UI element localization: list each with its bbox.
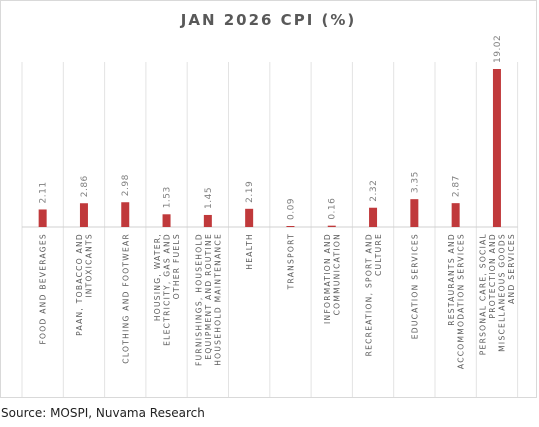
bar	[245, 208, 254, 227]
bar	[38, 209, 47, 227]
data-label: 1.53	[163, 186, 173, 208]
category-label: EDUCATION SERVICES	[410, 233, 419, 339]
category-label: PROTECTION AND	[488, 233, 497, 319]
category-label: RESTAURANTS AND	[447, 233, 456, 326]
category-label: PERSONAL CARE, SOCIAL	[479, 233, 488, 355]
data-label: 0.09	[286, 198, 296, 220]
data-label: 2.98	[121, 174, 131, 196]
bar	[451, 203, 460, 227]
data-label: 2.32	[369, 180, 379, 202]
data-label: 1.45	[204, 187, 214, 209]
category-label: OTHER FUELS	[172, 233, 181, 299]
category-label: ACCOMMODATION SERVICES	[456, 233, 465, 369]
bar	[162, 214, 171, 227]
category-label: INTOXICANTS	[85, 233, 94, 298]
chart-frame	[0, 0, 537, 398]
data-label: 2.19	[245, 181, 255, 203]
bar	[410, 199, 419, 227]
category-label: INFORMATION AND	[323, 233, 332, 324]
category-label: MISCELLANEOUS GOODS	[498, 233, 507, 352]
category-label: CLOTHING AND FOOTWEAR	[121, 233, 130, 364]
data-label: 2.87	[452, 175, 462, 197]
category-label: HOUSEHOLD MAINTENANCE	[213, 233, 222, 366]
source-note: Source: MOSPI, Nuvama Research	[1, 406, 205, 420]
bar	[203, 214, 212, 227]
data-label: 3.35	[410, 171, 420, 193]
category-label: FOOD AND BEVERAGES	[39, 233, 48, 345]
category-label: CULTURE	[374, 233, 383, 276]
bar	[121, 202, 130, 227]
category-label: TRANSPORT	[286, 233, 295, 290]
category-label: ELECTRICITY, GAS AND	[163, 233, 172, 346]
data-label: 2.86	[80, 175, 90, 197]
category-label: FURNISHINGS, HOUSEHOLD	[194, 233, 203, 366]
bar	[79, 203, 88, 227]
category-label: HOUSING, WATER,	[153, 233, 162, 321]
bar	[327, 225, 336, 227]
data-label: 19.02	[493, 35, 503, 63]
data-label: 0.16	[328, 198, 338, 220]
chart-title: JAN 2026 CPI (%)	[180, 11, 357, 29]
bar	[369, 207, 378, 227]
category-label: HEALTH	[245, 233, 254, 270]
category-label: PAAN, TOBACCO AND	[75, 233, 84, 336]
bar-chart: 2.11 FOOD AND BEVERAGES 2.86 PAAN, TOBACCO …	[21, 35, 519, 397]
category-label: COMMUNICATION	[333, 233, 342, 315]
data-label: 2.11	[39, 181, 49, 203]
category-label: AND SERVICES	[507, 233, 516, 304]
category-label: EQUIPMENT AND ROUTINE	[204, 233, 213, 360]
bar	[286, 226, 295, 227]
category-label: RECREATION, SPORT AND	[364, 233, 373, 356]
bar	[492, 69, 501, 227]
